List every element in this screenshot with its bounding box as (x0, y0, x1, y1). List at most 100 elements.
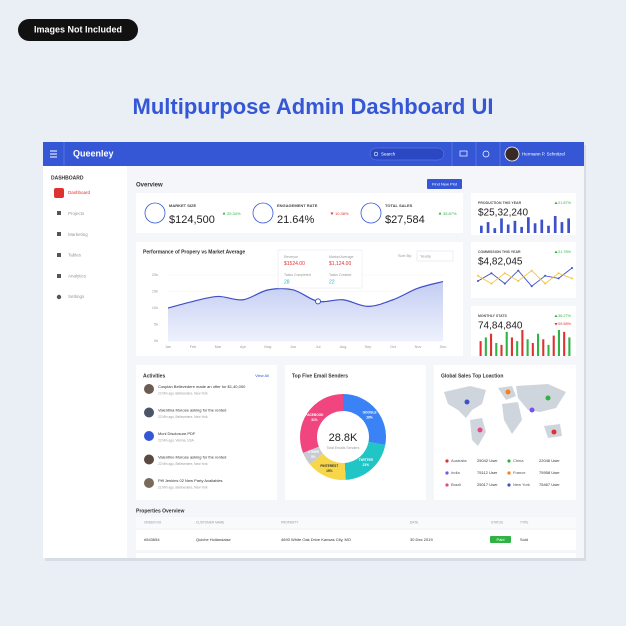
card-title: Top Five Email Senders (292, 373, 348, 379)
activity-text: Valentina Morose asking for the rented (158, 408, 226, 413)
segment-label: 15% (326, 469, 333, 473)
x-tick-label: Oct (390, 345, 397, 349)
trend-arrow (438, 212, 442, 215)
tooltip-value: 28 (284, 279, 290, 285)
location-users: 75958 User (539, 470, 560, 475)
mini-card (471, 242, 576, 298)
table-row (136, 553, 576, 558)
search-text[interactable]: Search (381, 152, 396, 157)
column-header: ORDER NO (144, 520, 162, 524)
active-icon (54, 188, 64, 198)
activity-meta: 22 Min ago, Bellevedere, New York (158, 391, 208, 395)
trend-arrow (554, 201, 558, 204)
mini-value: 74,84,840 (478, 321, 523, 332)
activity-text: Mcnl Disclosure.PDF (158, 431, 196, 436)
mini-bar (510, 337, 513, 356)
section-title: Properties Overview (136, 508, 184, 514)
mini-point (571, 267, 573, 269)
location-name: Australia (451, 458, 467, 463)
mini-label: COMMISSION THIS YEAR (478, 250, 521, 254)
y-tick-label: 5k (154, 323, 158, 327)
x-tick-label: Feb (190, 345, 197, 349)
sidebar-icons (56, 211, 62, 300)
mini-label: PRODUCTION THIS YEAR (478, 201, 522, 205)
menu-icon[interactable] (50, 150, 57, 158)
nav-item[interactable]: Projects (68, 211, 85, 216)
section-title: Overview (136, 183, 163, 189)
column-header: CUSTOMER NAME (196, 520, 224, 524)
mini-bar (557, 330, 560, 356)
activity-avatar (144, 431, 154, 441)
activity-text: Cosplan Bellevedere made an offer for $1… (158, 384, 246, 389)
mini-line (477, 270, 573, 285)
mini-change: 21.87% (558, 201, 572, 205)
sort-select[interactable] (416, 250, 454, 262)
mini-bar (540, 219, 544, 233)
mini-bar (484, 337, 487, 356)
mini-bar (486, 222, 490, 233)
mail-icon[interactable] (459, 150, 468, 157)
nav-item[interactable]: Tables (68, 253, 82, 258)
location-name: India (451, 470, 460, 475)
mini-bar (480, 225, 483, 233)
segment-label: 28% (366, 415, 373, 419)
sort-value[interactable]: Yearly (420, 254, 431, 259)
stat-value: $27,584 (385, 214, 425, 226)
column-header: PROPERTY (281, 520, 299, 524)
sidebar (43, 166, 127, 558)
nav-item[interactable]: Marketing (68, 232, 88, 237)
mini-value: $4,82,045 (478, 257, 523, 268)
table-row (136, 530, 576, 550)
mini-bar (500, 218, 503, 233)
location-name: New York (513, 482, 530, 487)
button[interactable] (427, 179, 462, 189)
page-title: Multipurpose Admin Dashboard UI (133, 94, 494, 119)
tooltip (277, 249, 363, 289)
mini-bar (490, 333, 493, 356)
user-name[interactable]: Hermann P. Schnitzel (522, 152, 565, 157)
nav-item[interactable]: Dashboard (68, 190, 91, 195)
sidebar-heading: DASHBOARD (51, 175, 84, 181)
point (315, 298, 321, 305)
activity-text: Valentino Morose asking for the rented (158, 455, 226, 460)
mini-point (503, 272, 506, 275)
view-all[interactable]: View All (255, 373, 269, 378)
mini-bar (505, 331, 508, 356)
location-users: 25042 User (477, 458, 498, 463)
mini-label: MONTHLY STATS (478, 314, 508, 318)
mini-bar (521, 330, 524, 356)
mini-bar (563, 331, 566, 356)
tooltip-label: Tasks Completed (284, 273, 311, 277)
card-title: Activities (143, 373, 165, 379)
mini-bar (568, 337, 571, 356)
avatar[interactable] (504, 146, 520, 162)
nav-item[interactable]: Analytics (68, 273, 87, 278)
legend-dot (507, 459, 511, 463)
search-box[interactable] (369, 147, 445, 161)
activity-text: Piff Jenkins 02 New Party Availables (158, 478, 223, 483)
center-label: Total Emails Senders (327, 446, 360, 450)
y-tick-label: 0k (154, 339, 158, 343)
mini-point (517, 269, 520, 272)
button-text[interactable]: Find New Plot (432, 182, 458, 187)
map-markers (464, 389, 557, 435)
link-icon[interactable] (482, 150, 490, 158)
tooltip-value: 22 (329, 279, 335, 285)
location-name: Brazil (451, 482, 461, 487)
nav-item[interactable]: Settings (68, 294, 85, 299)
logo: Queenley (73, 148, 114, 158)
column-header: DATE (410, 520, 418, 524)
legend-dot (445, 459, 449, 463)
mini-point (490, 282, 493, 285)
mini-change: 09.58% (558, 322, 572, 326)
x-tick-label: Jan (165, 345, 171, 349)
mini-point (557, 277, 560, 280)
stat-icons (144, 202, 382, 224)
cell: #543654 (144, 537, 160, 542)
segment-name: TWITTER (359, 458, 374, 462)
location-users: 75467 User (539, 482, 560, 487)
stat-value: 21.64% (277, 214, 315, 226)
search-icon (373, 151, 379, 157)
activity-avatar (144, 454, 154, 465)
